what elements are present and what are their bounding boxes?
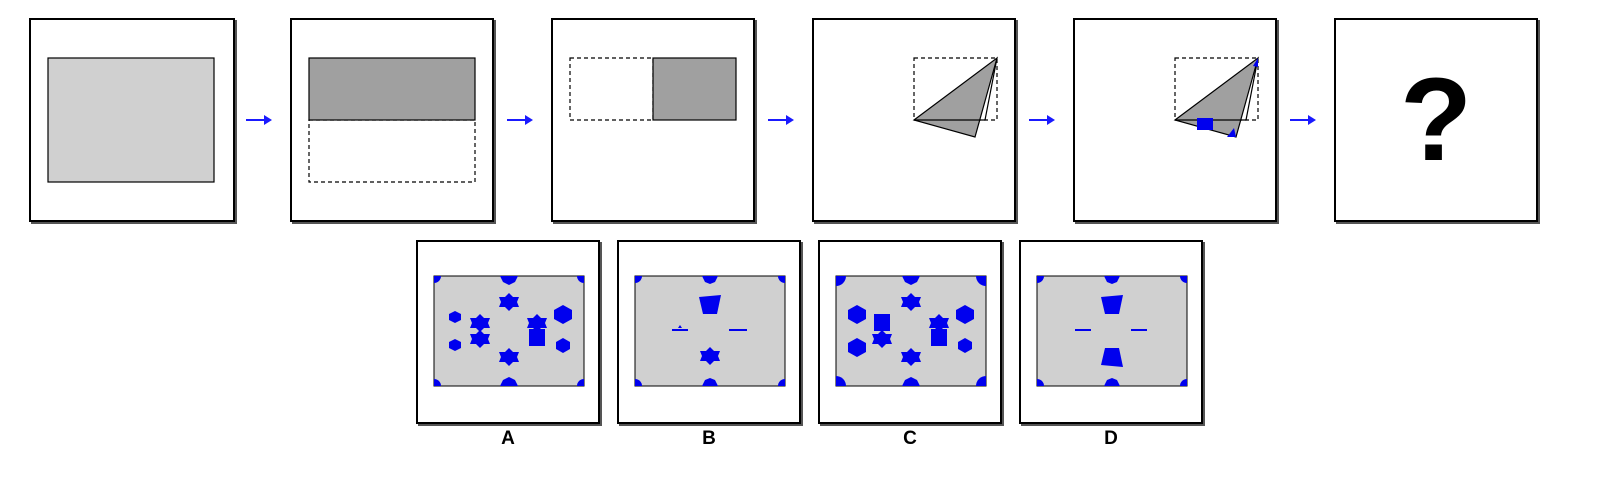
option-d-panel[interactable] xyxy=(1019,240,1203,424)
folded-paper xyxy=(652,57,737,121)
step-1-panel xyxy=(29,18,235,222)
paper-sheet xyxy=(47,57,215,183)
step-4-panel xyxy=(812,18,1016,222)
fold-down-diagram xyxy=(308,57,476,183)
option-c-label[interactable]: C xyxy=(903,428,917,449)
arrow-icon xyxy=(1029,115,1055,125)
paper-sheet xyxy=(433,275,585,387)
arrow-icon xyxy=(1290,115,1316,125)
step-2-panel xyxy=(290,18,494,222)
folded-away-outline xyxy=(308,119,476,183)
punch-diagram xyxy=(1173,56,1260,138)
folded-triangle xyxy=(912,56,999,138)
option-a-pattern xyxy=(433,275,585,387)
step-5-panel xyxy=(1073,18,1277,222)
diagonal-fold-diagram xyxy=(912,56,999,138)
option-b-pattern xyxy=(634,275,786,387)
arrow-icon xyxy=(507,115,533,125)
punch-hole-square xyxy=(1197,118,1213,130)
option-d-pattern xyxy=(1036,275,1188,387)
arrow-icon xyxy=(246,115,272,125)
option-b-label[interactable]: B xyxy=(702,428,716,449)
question-mark: ? xyxy=(1399,54,1473,186)
unfolded-paper xyxy=(47,57,215,183)
option-c-pattern xyxy=(835,275,987,387)
folded-away-outline xyxy=(569,57,654,121)
option-c-panel[interactable] xyxy=(818,240,1002,424)
option-b-panel[interactable] xyxy=(617,240,801,424)
paper-sheet xyxy=(835,275,987,387)
paper-sheet xyxy=(634,275,786,387)
folded-paper xyxy=(308,57,476,121)
arrow-icon xyxy=(768,115,794,125)
fold-left-diagram xyxy=(569,57,737,121)
punch-hole-corner xyxy=(1253,58,1258,67)
paper-sheet xyxy=(1036,275,1188,387)
option-d-label[interactable]: D xyxy=(1104,428,1118,449)
option-a-panel[interactable] xyxy=(416,240,600,424)
option-a-label[interactable]: A xyxy=(501,428,515,449)
answer-panel: ? xyxy=(1334,18,1538,222)
step-3-panel xyxy=(551,18,755,222)
punch-hole-corner xyxy=(1227,128,1236,137)
underlying-edge xyxy=(914,57,998,121)
